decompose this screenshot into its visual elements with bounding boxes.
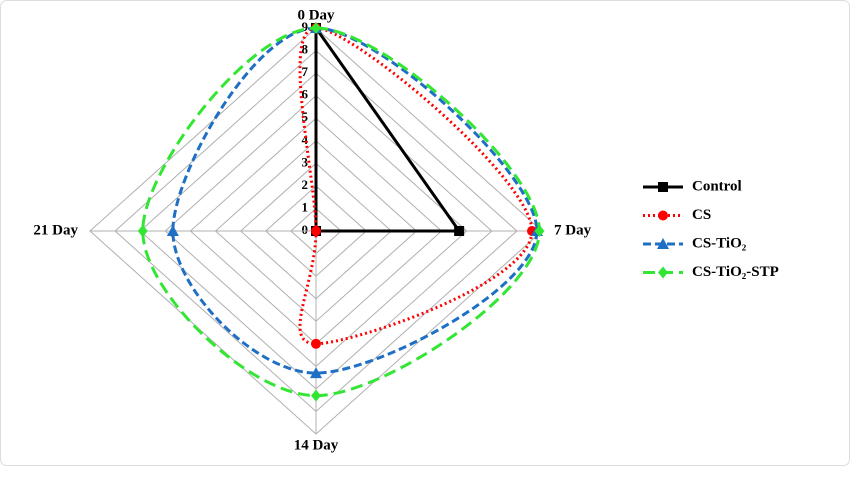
legend-marker <box>658 266 668 279</box>
r-tick-label: 7 <box>302 64 309 79</box>
series-line <box>314 23 463 233</box>
frame <box>0 0 850 466</box>
r-tick-label: 2 <box>302 177 309 192</box>
marker <box>311 22 321 34</box>
marker <box>311 389 321 402</box>
marker <box>534 225 545 237</box>
category-label: 21 Day <box>33 222 78 238</box>
marker <box>310 367 322 379</box>
r-tick-label: 0 <box>302 222 309 237</box>
series-line <box>298 26 534 346</box>
r-tick-label: 4 <box>302 132 309 147</box>
r-tick-label: 1 <box>302 199 309 214</box>
legend-label: Control <box>692 178 742 194</box>
marker <box>166 225 179 236</box>
category-label: 14 Day <box>294 437 339 453</box>
legend-label: CS-TiO₂-STP <box>692 264 779 280</box>
legend-label: CS-TiO₂ <box>692 235 747 251</box>
r-tick-label: 9 <box>302 19 309 34</box>
marker <box>137 225 148 237</box>
r-tick-label: 5 <box>302 109 309 124</box>
series-line <box>171 26 539 375</box>
legend-marker <box>658 182 668 192</box>
marker <box>311 338 321 349</box>
r-tick-label: 6 <box>302 87 309 102</box>
category-label: 0 Day <box>297 7 335 23</box>
r-tick-label: 3 <box>302 154 309 169</box>
marker <box>454 226 465 236</box>
legend-label: CS <box>692 207 711 223</box>
legend-marker <box>657 238 669 249</box>
category-label: 7 Day <box>554 222 592 238</box>
marker <box>311 226 321 236</box>
legend-marker <box>658 210 668 221</box>
r-tick-label: 8 <box>302 42 309 57</box>
